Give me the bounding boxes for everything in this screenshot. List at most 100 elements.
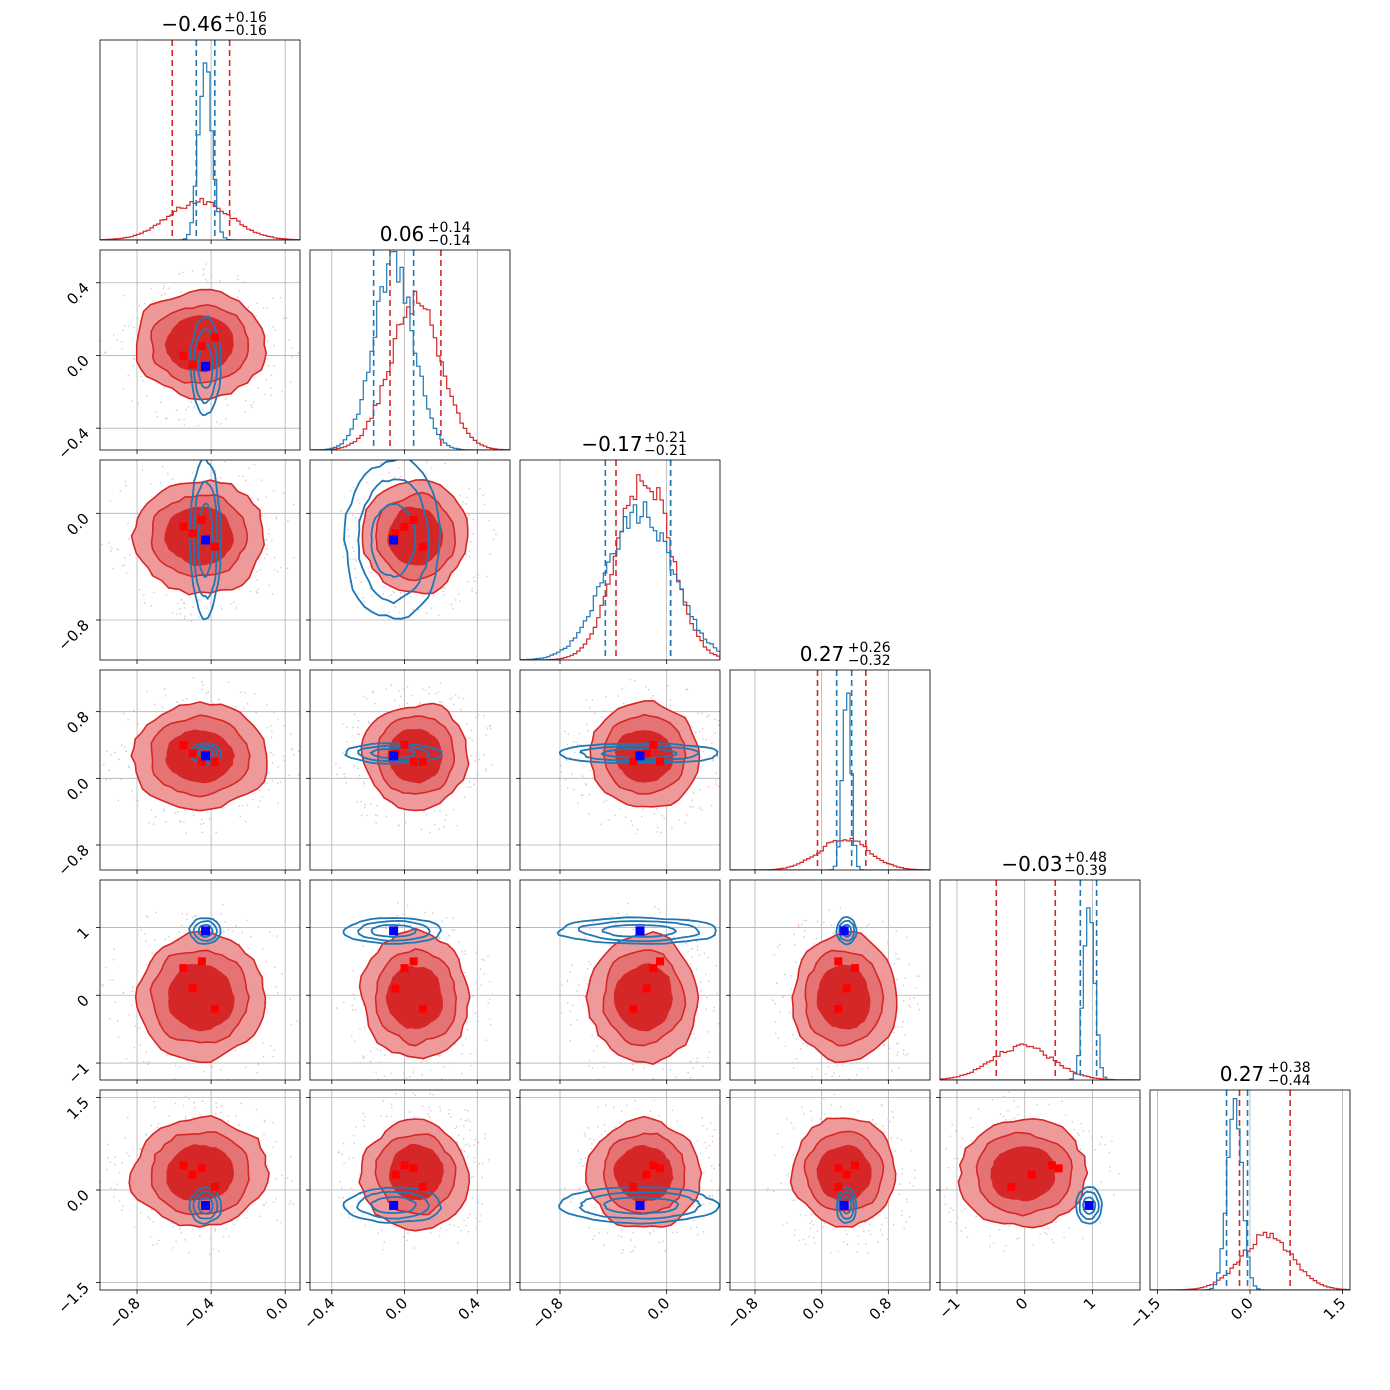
sample-dot xyxy=(773,1190,775,1192)
sample-dot xyxy=(118,758,120,761)
sample-dot xyxy=(991,1098,994,1101)
sample-dot xyxy=(868,1229,870,1232)
sample-dot xyxy=(174,811,176,814)
sample-dot xyxy=(691,956,694,958)
sample-dot xyxy=(256,498,259,500)
sample-dot xyxy=(362,1112,365,1115)
sample-dot xyxy=(423,811,425,814)
sample-dot xyxy=(914,1177,916,1179)
sample-dot xyxy=(889,1120,891,1123)
sample-dot xyxy=(687,951,689,953)
y-tick-label-1-1: 0.0 xyxy=(63,352,93,382)
sample-dot xyxy=(1113,1194,1115,1196)
sample-dot xyxy=(174,1064,177,1067)
sample-dot xyxy=(105,351,107,353)
sample-dot xyxy=(897,1067,900,1069)
sample-dot xyxy=(390,1115,393,1118)
sample-dot xyxy=(560,765,562,767)
sample-dot xyxy=(594,712,596,714)
sample-dot xyxy=(273,344,275,347)
sample-dot xyxy=(378,1061,381,1064)
sample-dot xyxy=(942,1188,944,1191)
panel-frame xyxy=(309,669,511,871)
sample-dot xyxy=(352,1157,354,1159)
sample-dot xyxy=(439,1227,442,1229)
sample-dot xyxy=(138,589,141,591)
sample-dot xyxy=(491,994,494,996)
sample-dot xyxy=(226,404,229,406)
sample-dot xyxy=(200,823,202,825)
sample-dot xyxy=(216,421,218,424)
sample-dot xyxy=(863,1221,866,1223)
sample-dot xyxy=(571,773,573,775)
sample-dot xyxy=(184,615,186,618)
red-marker-0 xyxy=(197,342,206,351)
sample-dot xyxy=(352,1135,355,1137)
sample-dot xyxy=(846,1233,848,1236)
sample-dot xyxy=(201,688,203,691)
blue-contour-0 xyxy=(835,916,858,946)
sample-dot xyxy=(458,941,460,943)
sample-dot xyxy=(428,686,431,689)
sample-dot xyxy=(393,591,395,594)
sample-dot xyxy=(954,1130,957,1132)
sample-dot xyxy=(614,1127,617,1129)
x-tick-label-1-1: 0.0 xyxy=(382,1294,412,1324)
sample-dot xyxy=(830,924,833,926)
sample-dot xyxy=(229,603,232,605)
sample-dot xyxy=(242,475,244,478)
sample-dot xyxy=(290,347,293,349)
sample-dot xyxy=(470,729,473,732)
sample-dot xyxy=(487,1159,490,1161)
sample-dot xyxy=(256,592,259,594)
sample-dot xyxy=(645,685,647,688)
sample-dot xyxy=(574,751,576,754)
sample-dot xyxy=(147,1063,149,1066)
sample-dot xyxy=(905,1221,908,1223)
sample-dot xyxy=(413,1247,415,1249)
sample-dot xyxy=(620,1229,623,1231)
sample-dot xyxy=(107,1143,109,1146)
sample-dot xyxy=(707,956,709,959)
sample-dot xyxy=(429,831,431,834)
sample-dot xyxy=(438,701,441,703)
sample-dot xyxy=(354,1126,357,1128)
sample-dot xyxy=(460,1118,462,1120)
sample-dot xyxy=(887,1238,889,1240)
sample-dot xyxy=(1101,1136,1103,1138)
blue-contour-1 xyxy=(356,919,431,942)
sample-dot xyxy=(696,1057,699,1060)
x-tick-label-4-1: 0 xyxy=(1012,1294,1031,1313)
sample-dot xyxy=(266,340,269,342)
sample-dot xyxy=(702,728,704,730)
sample-dot xyxy=(149,1235,152,1238)
sample-dot xyxy=(631,1063,634,1066)
sample-dot xyxy=(1081,1211,1083,1213)
y-tick-label-1-0: −0.4 xyxy=(54,424,92,462)
sample-dot xyxy=(162,706,164,709)
sample-dot xyxy=(363,783,366,785)
sample-dot xyxy=(727,745,728,746)
sample-dot xyxy=(246,1210,249,1213)
sample-dot xyxy=(787,1172,790,1175)
sample-dot xyxy=(279,296,282,299)
sample-dot xyxy=(383,1241,385,1243)
red-marker-2 xyxy=(834,1004,843,1013)
sample-dot xyxy=(479,968,482,970)
sample-dot xyxy=(179,613,182,615)
sample-dot xyxy=(133,326,135,329)
blue-contour-2 xyxy=(1082,1196,1097,1215)
sample-dot xyxy=(180,598,182,601)
sample-dot xyxy=(435,458,436,459)
sample-dot xyxy=(827,1066,830,1068)
sample-dot xyxy=(464,1144,467,1146)
sample-dot xyxy=(364,806,366,809)
sample-dot xyxy=(473,783,475,786)
sample-dot xyxy=(372,691,374,694)
sample-dot xyxy=(992,1242,995,1245)
sample-dot xyxy=(268,771,270,774)
sample-dot xyxy=(117,1020,119,1022)
sample-dot xyxy=(708,1145,710,1147)
sample-dot xyxy=(145,1133,147,1135)
red-marker-2 xyxy=(1007,1182,1016,1191)
